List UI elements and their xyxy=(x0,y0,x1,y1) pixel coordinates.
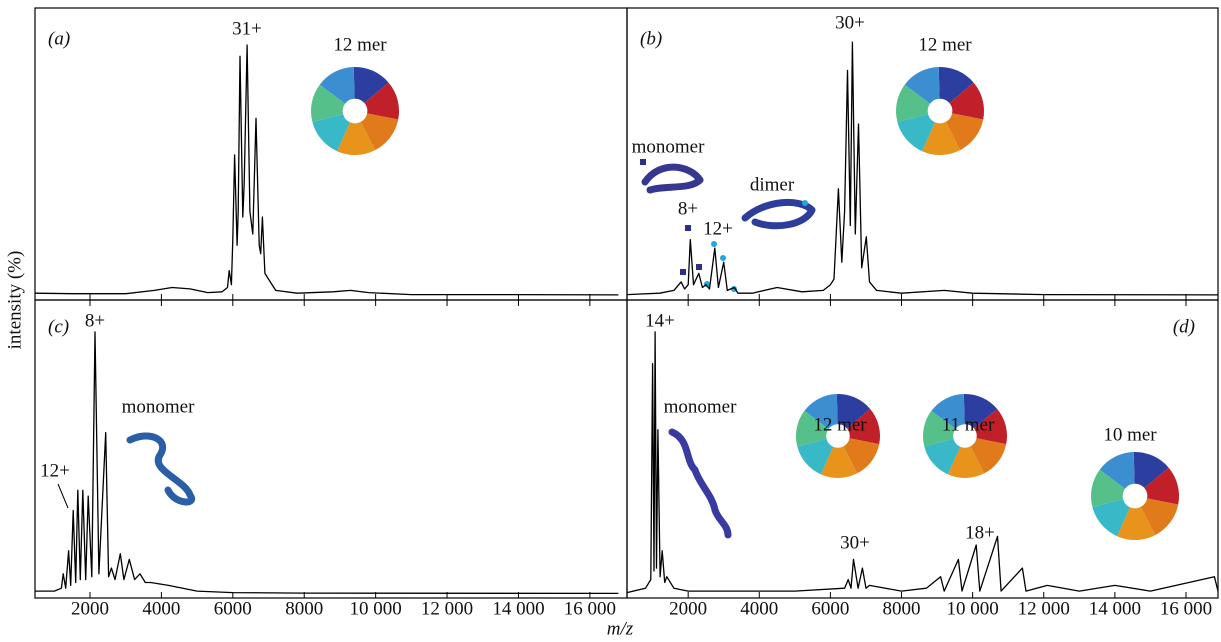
protein-complex xyxy=(922,121,961,156)
protein-complex xyxy=(804,394,838,429)
panel-label: (a) xyxy=(48,28,70,49)
protein-complex xyxy=(820,446,858,479)
x-tick-label: 16 000 xyxy=(1160,598,1212,619)
annotation: 12 mer xyxy=(918,34,972,55)
x-tick-label: 14 000 xyxy=(492,598,544,619)
protein-complex xyxy=(949,82,985,120)
protein-complex xyxy=(1117,506,1156,541)
x-tick-label: 2000 xyxy=(669,598,707,619)
monomer-marker xyxy=(696,264,702,270)
annotation: monomer xyxy=(664,396,737,417)
y-axis-label: intensity (%) xyxy=(4,251,25,350)
protein-complex xyxy=(360,113,399,151)
protein-complex xyxy=(364,82,400,120)
annotation: monomer xyxy=(122,396,195,417)
panel-frame xyxy=(626,299,1219,599)
protein-complex xyxy=(922,410,956,447)
x-axis-label: m/z xyxy=(607,618,634,639)
panel-frame xyxy=(34,7,628,301)
dimer-marker xyxy=(802,200,808,206)
protein-complex xyxy=(1092,499,1130,537)
protein-complex xyxy=(311,84,346,122)
spectrum-line xyxy=(626,331,1219,594)
protein-complex xyxy=(847,408,880,445)
x-tick-label: 12 000 xyxy=(1018,598,1070,619)
protein-monomer xyxy=(668,428,732,539)
dimer-marker xyxy=(720,255,726,261)
annotation: 12 mer xyxy=(813,414,867,435)
monomer-marker xyxy=(680,269,686,275)
protein-complex xyxy=(938,66,974,103)
annotation: 18+ xyxy=(965,522,995,543)
protein-complex xyxy=(924,439,961,475)
protein-complex xyxy=(945,113,984,151)
dimer-marker xyxy=(711,241,717,247)
spectrum-line xyxy=(626,41,1219,296)
protein-complex xyxy=(1091,469,1126,507)
panel-frame xyxy=(34,299,628,599)
x-tick-label: 8000 xyxy=(285,598,323,619)
annotation: monomer xyxy=(632,136,705,157)
protein-monomer xyxy=(126,432,196,506)
protein-complex xyxy=(795,410,829,447)
protein-complex xyxy=(974,408,1007,445)
x-tick-label: 16 000 xyxy=(564,598,616,619)
protein-complex xyxy=(963,393,998,429)
protein-monomer xyxy=(741,198,816,230)
monomer-marker xyxy=(685,225,691,231)
panel-label: (d) xyxy=(1173,316,1195,337)
protein-complex xyxy=(337,121,376,156)
protein-complex xyxy=(312,114,350,152)
protein-complex xyxy=(1140,498,1179,536)
annotation: 8+ xyxy=(85,310,105,331)
protein-complex xyxy=(970,438,1007,474)
x-tick-label: 4000 xyxy=(740,598,778,619)
protein-complex xyxy=(843,438,880,474)
protein-complex xyxy=(1144,467,1180,505)
protein-complex xyxy=(931,394,965,429)
x-tick-label: 4000 xyxy=(142,598,180,619)
annotation: 30+ xyxy=(835,12,865,33)
protein-complex xyxy=(947,446,985,479)
annotation: 30+ xyxy=(840,532,870,553)
protein-complex xyxy=(1133,451,1169,488)
x-tick-label: 12 000 xyxy=(421,598,473,619)
annotation: 12+ xyxy=(40,460,70,481)
annotation: 12+ xyxy=(703,218,733,239)
monomer-marker xyxy=(640,159,646,165)
annotation: 10 mer xyxy=(1103,424,1157,445)
x-tick-label: 10 000 xyxy=(947,598,999,619)
annotation: dimer xyxy=(750,174,795,195)
x-tick-label: 10 000 xyxy=(350,598,402,619)
annotation-leader xyxy=(57,483,69,509)
annotation: 14+ xyxy=(645,310,675,331)
protein-monomer xyxy=(641,163,704,194)
protein-complex xyxy=(904,67,940,104)
annotation: 12 mer xyxy=(333,34,387,55)
x-tick-label: 2000 xyxy=(71,598,109,619)
protein-complex xyxy=(353,66,389,103)
protein-complex xyxy=(319,67,355,104)
protein-complex xyxy=(797,439,834,475)
x-tick-label: 14 000 xyxy=(1089,598,1141,619)
protein-complex xyxy=(1099,452,1135,489)
annotation: 11 mer xyxy=(942,414,995,435)
protein-complex xyxy=(896,84,931,122)
x-tick-label: 6000 xyxy=(214,598,252,619)
panel-label: (b) xyxy=(640,28,662,49)
annotation: 31+ xyxy=(232,18,262,39)
spectrum-line xyxy=(35,331,619,595)
x-tick-label: 8000 xyxy=(883,598,921,619)
panel-label: (c) xyxy=(48,316,69,337)
protein-complex xyxy=(836,393,871,429)
x-tick-label: 6000 xyxy=(811,598,849,619)
protein-complex xyxy=(897,114,935,152)
spectrum-line xyxy=(34,44,619,296)
annotation: 8+ xyxy=(678,198,698,219)
